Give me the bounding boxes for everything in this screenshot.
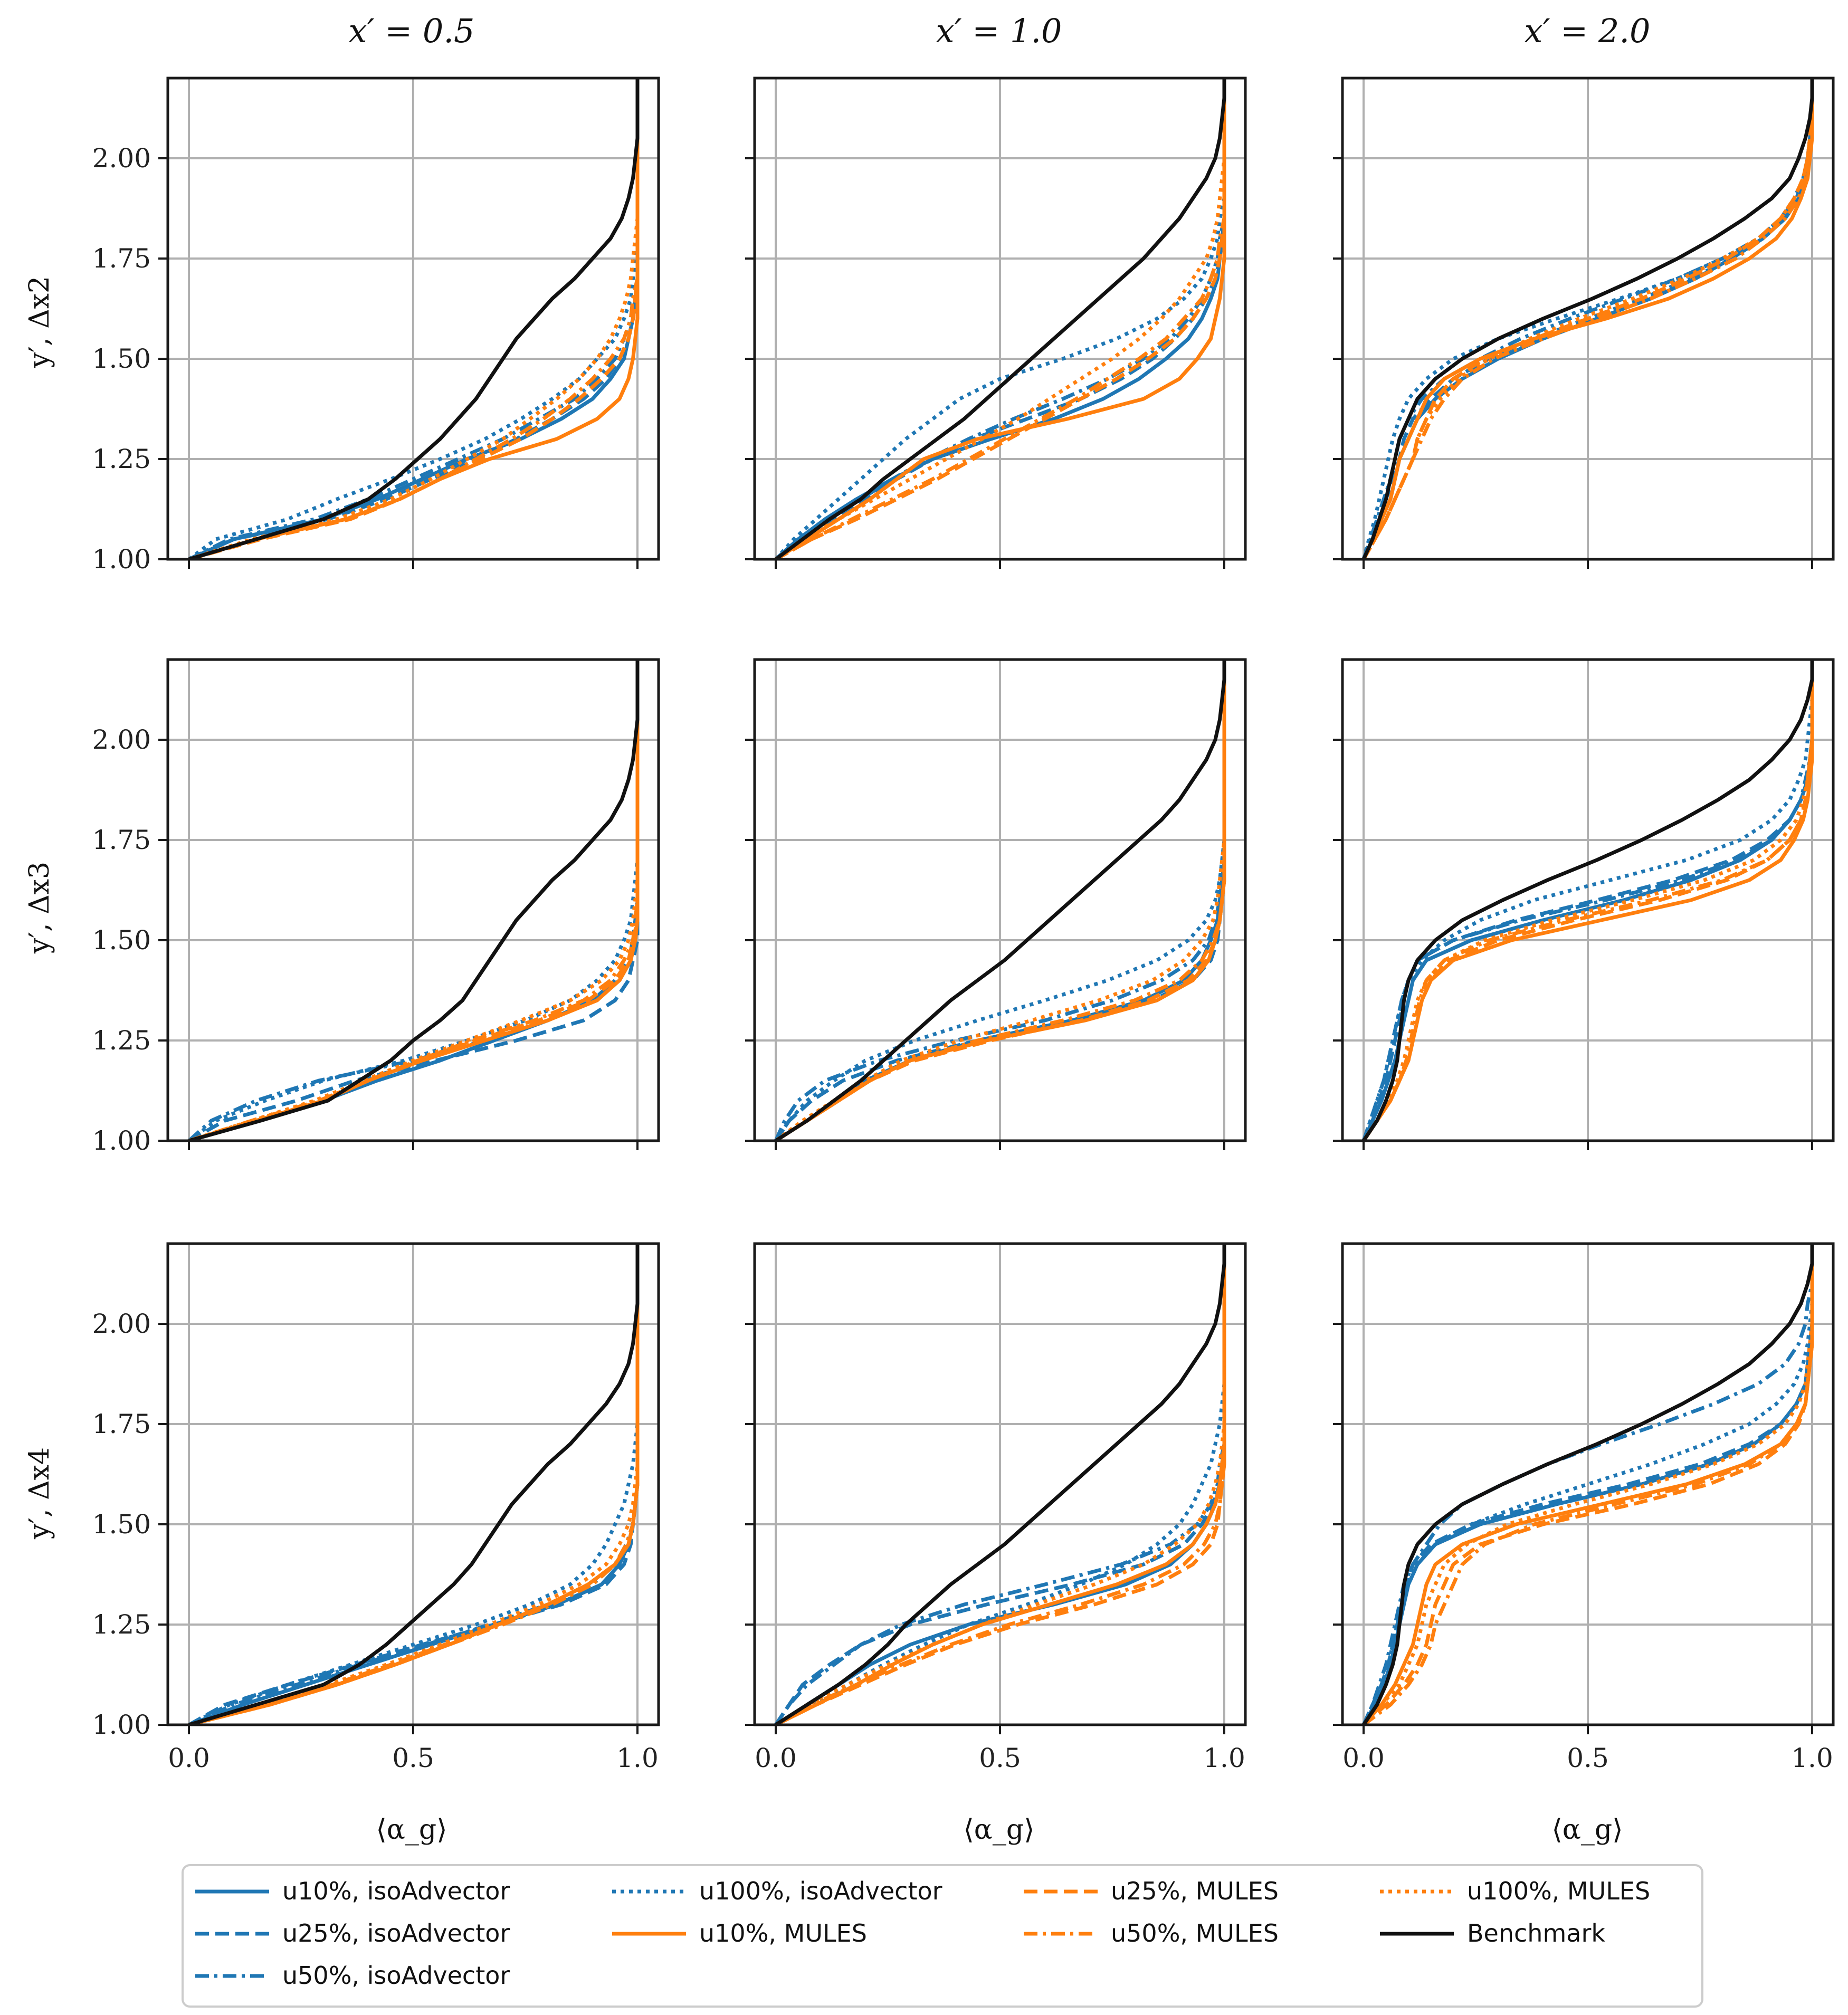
legend-label-5: u10%, MULES — [699, 1919, 867, 1947]
y-tick-label: 1.50 — [92, 343, 151, 374]
series-group — [1361, 660, 1814, 1141]
legend: u10%, isoAdvector u25%, isoAdvector u50%… — [182, 1864, 1703, 2008]
panels-group: 1.00 1.25 1.50 1.75 2.00 1.00 1.25 1.50 1.75 2.00… — [92, 77, 1835, 1773]
y-tick-label: 2.00 — [92, 1309, 151, 1339]
series-line-benchmark — [775, 1244, 1226, 1725]
series-group — [1361, 1244, 1814, 1725]
series-line-u50-isoadvector — [774, 78, 1226, 559]
y-tick-label: 1.25 — [92, 444, 151, 474]
x-tick-label: 0.5 — [979, 1743, 1021, 1773]
legend-label-6: u25%, MULES — [1111, 1877, 1279, 1905]
panel-r2-c2 — [745, 658, 1247, 1150]
panel-r1-c2 — [745, 77, 1247, 569]
x-tick-label: 0.0 — [1342, 1743, 1385, 1773]
series-line-u50-isoadvector — [188, 78, 640, 559]
x-tick-label: 0.0 — [168, 1743, 210, 1773]
x-tick-label: 0.0 — [755, 1743, 797, 1773]
panel-r3-c1: 0.0 0.5 1.0 1.00 1.25 1.50 1.75 2.00 — [92, 1242, 660, 1773]
series-group — [1361, 78, 1814, 559]
xlabel-col-3: ⟨α_g⟩ — [1552, 1814, 1623, 1846]
panel-r2-c1: 1.00 1.25 1.50 1.75 2.00 — [92, 658, 660, 1156]
column-title-3: x′ = 2.0 — [1524, 12, 1650, 50]
series-line-u100-mules — [188, 1244, 640, 1725]
legend-label-3: u50%, isoAdvector — [282, 1961, 510, 1990]
series-line-u50-isoadvector — [1361, 660, 1814, 1141]
legend-label-8: u100%, MULES — [1467, 1877, 1650, 1905]
series-line-u50-mules — [775, 660, 1226, 1141]
legend-label-4: u100%, isoAdvector — [699, 1877, 942, 1905]
panel-r1-c1: 1.00 1.25 1.50 1.75 2.00 — [92, 77, 660, 575]
y-tick-label: 1.25 — [92, 1025, 151, 1056]
y-tick-label: 2.00 — [92, 724, 151, 755]
series-line-benchmark — [775, 660, 1226, 1141]
xlabel-col-2: ⟨α_g⟩ — [964, 1814, 1035, 1846]
series-line-u100-mules — [188, 78, 640, 559]
panel-r1-c3 — [1333, 77, 1835, 569]
series-line-u50-mules — [775, 78, 1226, 559]
panel-r2-c3 — [1333, 658, 1835, 1150]
series-line-benchmark — [188, 78, 640, 559]
xlabel-col-1: ⟨α_g⟩ — [376, 1814, 447, 1846]
y-tick-label: 1.25 — [92, 1609, 151, 1640]
legend-label-2: u25%, isoAdvector — [282, 1919, 510, 1947]
y-tick-label: 1.75 — [92, 243, 151, 274]
series-line-u100-mules — [188, 660, 640, 1141]
series-line-u100-isoadvector — [775, 1244, 1226, 1725]
y-tick-label: 1.50 — [92, 1509, 151, 1540]
series-line-u100-isoadvector — [1361, 660, 1814, 1141]
series-line-u100-mules — [1362, 1244, 1814, 1725]
panel-r3-c2: 0.0 0.5 1.0 — [745, 1242, 1247, 1773]
series-group — [774, 78, 1226, 559]
x-tick-label: 1.0 — [1203, 1743, 1245, 1773]
x-tick-label: 0.5 — [392, 1743, 434, 1773]
series-group — [774, 660, 1226, 1141]
y-tick-label: 1.50 — [92, 925, 151, 956]
series-line-u50-isoadvector — [1361, 1244, 1814, 1725]
y-tick-label: 1.75 — [92, 1409, 151, 1439]
series-line-u100-isoadvector — [1361, 1244, 1814, 1725]
series-line-benchmark — [1362, 660, 1814, 1141]
series-line-u100-mules — [1361, 78, 1814, 559]
series-line-u25-mules — [775, 660, 1226, 1141]
series-line-u50-mules — [188, 1244, 640, 1725]
panel-r3-c3: 0.0 0.5 1.0 — [1333, 1242, 1835, 1773]
legend-label-7: u50%, MULES — [1111, 1919, 1279, 1947]
series-line-benchmark — [188, 1244, 640, 1725]
y-tick-label: 1.00 — [92, 1710, 151, 1740]
series-line-u100-isoadvector — [187, 78, 640, 559]
x-tick-label: 1.0 — [616, 1743, 659, 1773]
series-line-u50-mules — [775, 1244, 1226, 1725]
x-tick-label: 1.0 — [1791, 1743, 1833, 1773]
y-tick-label: 1.00 — [92, 544, 151, 575]
series-line-u25-mules — [188, 78, 640, 559]
legend-label-9: Benchmark — [1467, 1919, 1605, 1947]
series-line-u100-mules — [1362, 660, 1814, 1141]
column-title-2: x′ = 1.0 — [936, 12, 1062, 50]
series-line-u10-mules — [1361, 78, 1814, 559]
series-group — [188, 1244, 640, 1725]
legend-label-1: u10%, isoAdvector — [282, 1877, 510, 1905]
column-title-1: x′ = 0.5 — [348, 12, 474, 50]
legend-frame — [182, 1864, 1703, 2008]
y-tick-label: 1.00 — [92, 1125, 151, 1156]
row-ylabel-3: y′, Δx4 — [24, 1447, 55, 1540]
series-line-u50-isoadvector — [774, 1244, 1226, 1725]
series-line-benchmark — [774, 78, 1226, 559]
series-line-benchmark — [1362, 1244, 1814, 1725]
y-tick-label: 2.00 — [92, 143, 151, 174]
row-ylabel-2: y′, Δx3 — [24, 862, 55, 954]
series-line-u50-mules — [1362, 660, 1814, 1141]
x-tick-label: 0.5 — [1567, 1743, 1609, 1773]
series-group — [187, 78, 640, 559]
series-line-benchmark — [188, 660, 640, 1141]
series-line-benchmark — [1361, 78, 1814, 559]
row-ylabel-1: y′, Δx2 — [24, 276, 55, 368]
series-line-u25-mules — [775, 78, 1226, 559]
y-tick-label: 1.75 — [92, 825, 151, 855]
series-group — [187, 660, 640, 1141]
series-group — [774, 1244, 1226, 1725]
